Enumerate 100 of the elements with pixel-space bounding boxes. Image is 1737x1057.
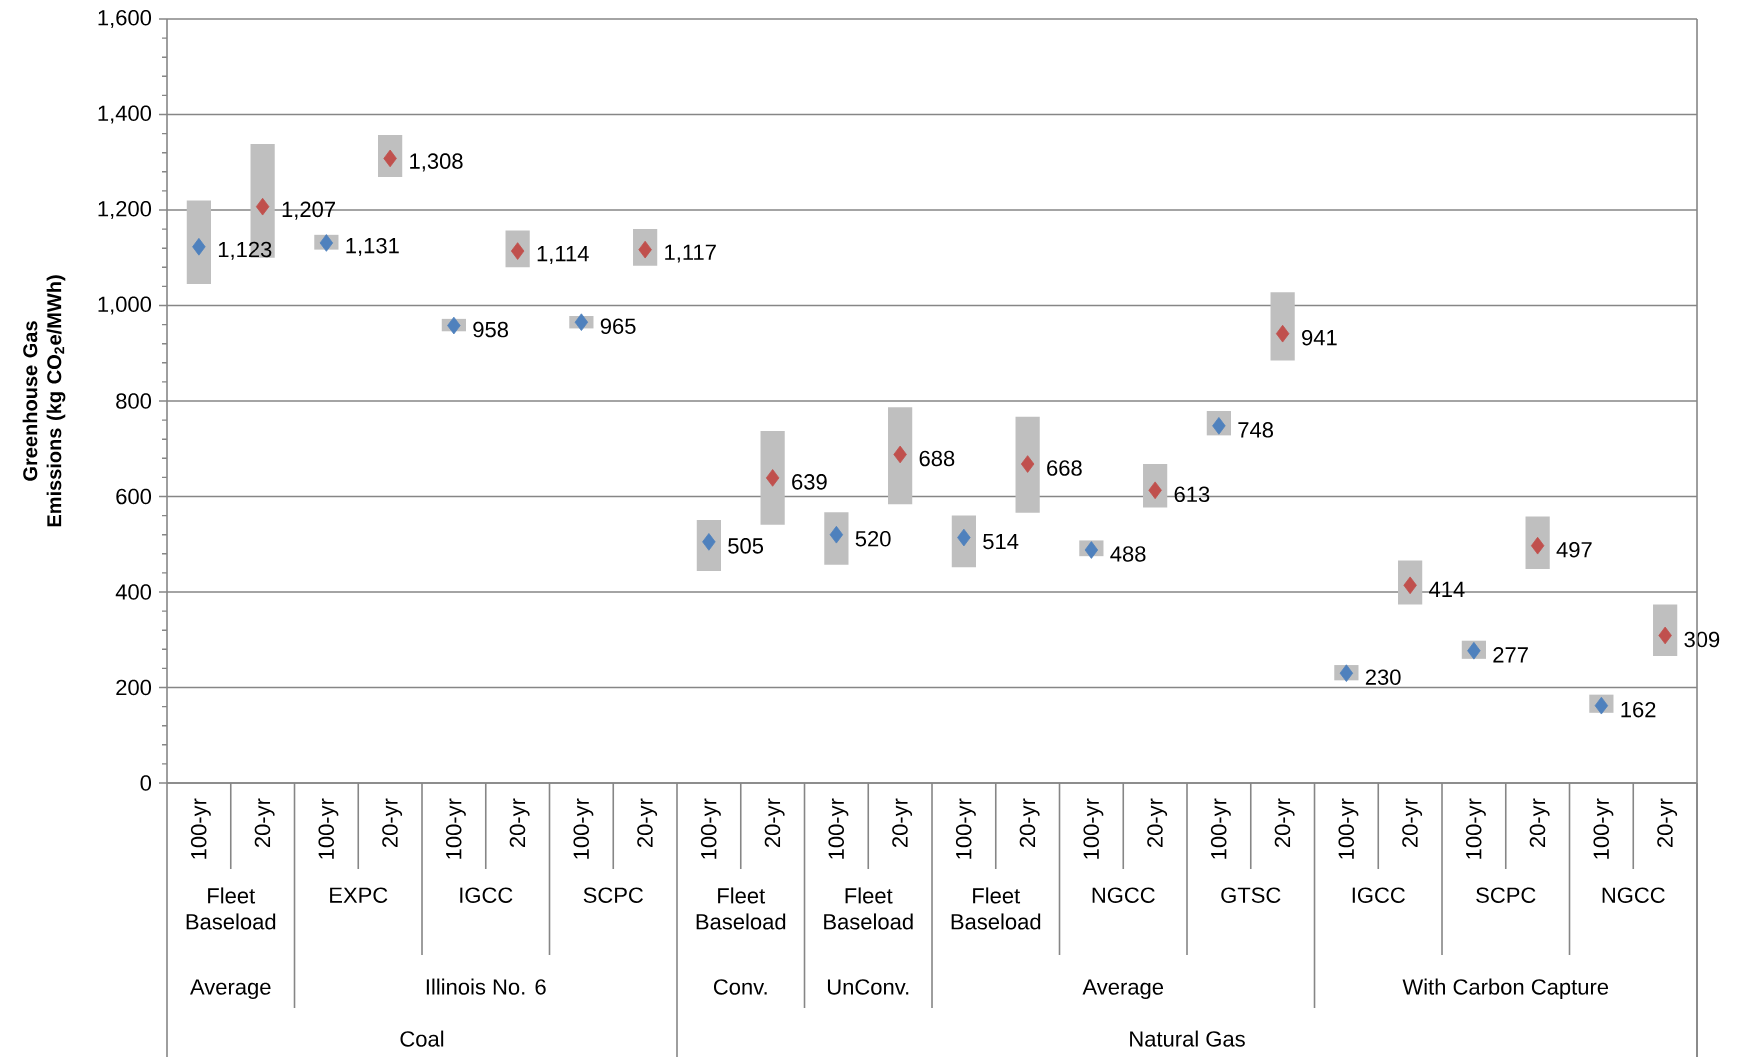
text: Fleet Baseload — [696, 887, 786, 930]
point — [510, 242, 525, 260]
data-label: 505 — [728, 538, 764, 554]
text: GTSC — [1221, 887, 1281, 903]
point — [1339, 664, 1354, 682]
point — [638, 240, 652, 259]
text: Coal — [400, 1030, 444, 1047]
y-tick-label: 0 — [140, 775, 152, 791]
point — [319, 234, 334, 252]
text: UnConv. — [827, 979, 909, 995]
y-tick-label: 400 — [115, 584, 152, 600]
x-tick-label: 100-yr — [1465, 798, 1486, 859]
text: With Carbon Capture — [1402, 978, 1609, 1000]
y-tick-label: 1,200 — [98, 200, 152, 220]
text: NGCC — [1092, 887, 1155, 903]
bar — [186, 200, 211, 285]
point — [1530, 536, 1545, 555]
x-tick-label: 20-yr — [382, 798, 403, 848]
y-tick-label: 1,600 — [98, 9, 152, 29]
x-tick-label: 20-yr — [637, 798, 658, 848]
x-tick-label: 100-yr — [700, 798, 721, 859]
data-label: 230 — [1365, 669, 1401, 685]
bar — [1270, 292, 1295, 361]
data-label: 688 — [919, 450, 955, 467]
point — [447, 316, 461, 335]
data-label: 1,207 — [282, 201, 335, 220]
data-label: 941 — [1302, 329, 1337, 346]
data-label: 668 — [1047, 460, 1082, 476]
point — [1148, 481, 1162, 500]
data-label: 414 — [1429, 581, 1465, 597]
x-tick-label: 20-yr — [1402, 798, 1423, 848]
point — [765, 469, 780, 487]
data-label: 1,117 — [665, 244, 716, 263]
data-label: 1,123 — [218, 241, 272, 260]
point — [574, 313, 589, 332]
data-label: 613 — [1174, 486, 1210, 503]
text: Illinois No. 6 — [426, 978, 546, 995]
y-tick-label: 1,400 — [98, 105, 152, 124]
y-tick-label: 200 — [116, 679, 152, 696]
point — [383, 149, 397, 168]
x-tick-label: 100-yr — [1083, 798, 1104, 859]
point — [1594, 696, 1609, 715]
data-label: 514 — [983, 533, 1019, 550]
x-tick-label: 100-yr — [445, 798, 466, 859]
text: Fleet Baseload — [186, 887, 276, 930]
x-tick-label: 100-yr — [1593, 798, 1614, 859]
x-tick-label: 20-yr — [764, 798, 785, 848]
x-tick-label: 20-yr — [509, 798, 530, 848]
point — [1467, 641, 1481, 660]
x-tick-label: 20-yr — [254, 798, 275, 848]
x-tick-label: 100-yr — [1338, 798, 1359, 859]
point — [893, 445, 907, 464]
point — [1275, 324, 1290, 343]
text: Natural Gas — [1130, 1030, 1245, 1047]
data-label: 639 — [792, 474, 827, 490]
y-tick-label: 600 — [116, 488, 152, 505]
data-label: 520 — [855, 530, 891, 547]
data-label: 1,114 — [537, 246, 589, 265]
point — [829, 525, 844, 544]
x-tick-label: 20-yr — [1147, 798, 1168, 848]
x-tick-label: 100-yr — [318, 798, 339, 859]
point — [255, 197, 270, 216]
point — [1020, 455, 1035, 473]
point — [1084, 541, 1099, 559]
text: Fleet Baseload — [951, 887, 1041, 930]
bar — [888, 407, 913, 505]
text: Average — [1082, 979, 1164, 1000]
x-tick-label: 100-yr — [1210, 798, 1231, 859]
x-tick-label: 100-yr — [573, 798, 594, 859]
point — [1658, 626, 1672, 645]
bar — [760, 431, 785, 525]
x-tick-label: 100-yr — [828, 798, 849, 859]
x-tick-label: 20-yr — [1529, 798, 1550, 848]
bar — [1015, 416, 1040, 513]
text: Average — [190, 979, 271, 1000]
x-tick-label: 100-yr — [955, 798, 976, 859]
x-tick-label: 20-yr — [1274, 798, 1295, 848]
data-label: 965 — [600, 318, 636, 334]
x-tick-label: 20-yr — [1657, 798, 1678, 848]
x-tick-label: 20-yr — [892, 798, 913, 848]
text: EXPC — [330, 887, 388, 903]
data-label: 277 — [1493, 647, 1528, 663]
text: Fleet Baseload — [824, 887, 913, 930]
point — [957, 528, 971, 547]
text: IGCC — [1352, 887, 1405, 903]
text: SCPC — [583, 887, 643, 903]
point — [1212, 417, 1226, 435]
data-label: 488 — [1110, 546, 1146, 562]
data-label: 958 — [473, 321, 508, 338]
point — [1403, 576, 1417, 595]
data-label: 1,131 — [346, 237, 399, 257]
x-tick-label: 20-yr — [1019, 798, 1040, 848]
point — [192, 237, 206, 256]
data-label: 309 — [1684, 631, 1720, 648]
y-tick-label: 800 — [116, 393, 152, 409]
point — [702, 533, 716, 551]
data-label: 497 — [1556, 541, 1592, 558]
text: Conv. — [713, 979, 767, 995]
data-label: 748 — [1238, 422, 1274, 438]
text: SCPC — [1476, 887, 1536, 903]
